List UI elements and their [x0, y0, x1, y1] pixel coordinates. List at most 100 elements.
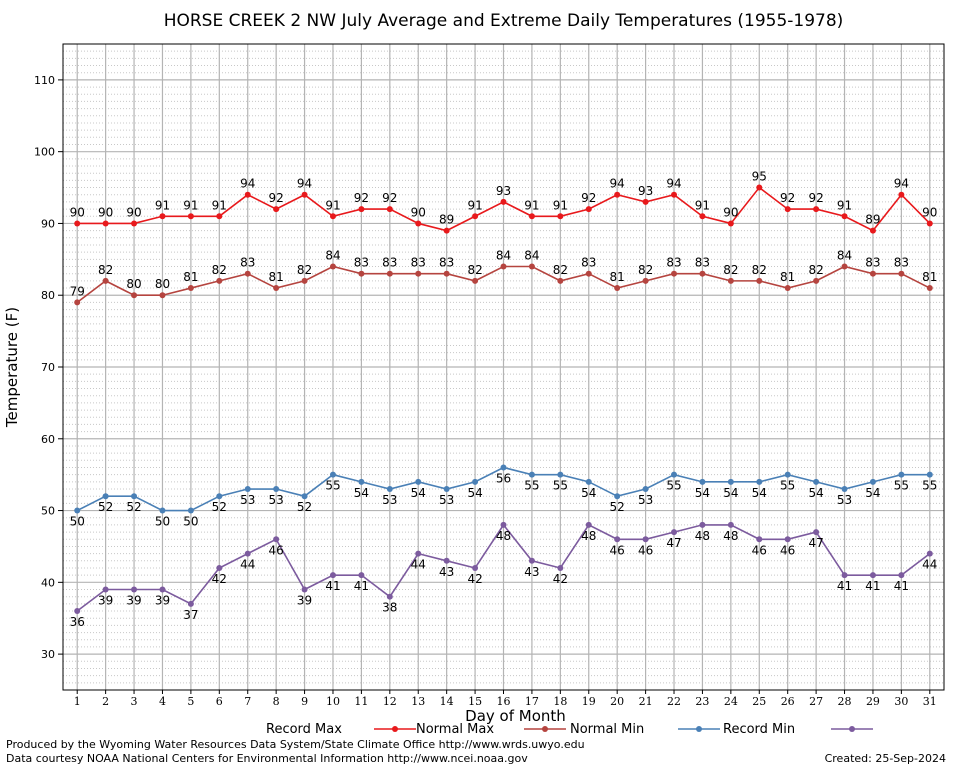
data-point [102, 586, 109, 593]
data-point [443, 557, 450, 564]
data-label: 55 [922, 479, 937, 493]
data-point [813, 277, 820, 284]
data-point [74, 507, 81, 514]
x-tick-label: 27 [809, 695, 823, 708]
data-label: 55 [553, 479, 568, 493]
data-point [841, 486, 848, 493]
data-point [358, 572, 365, 579]
data-label: 43 [439, 565, 454, 579]
data-label: 42 [212, 572, 227, 586]
data-point [585, 270, 592, 277]
data-label: 53 [269, 493, 284, 507]
x-tick-label: 3 [131, 695, 138, 708]
data-label: 91 [524, 198, 539, 212]
data-point [869, 478, 876, 485]
data-label: 90 [126, 205, 141, 219]
data-label: 84 [325, 249, 340, 263]
data-label: 39 [297, 594, 312, 608]
data-point [102, 220, 109, 227]
data-label: 50 [70, 515, 85, 529]
x-tick-label: 12 [383, 695, 397, 708]
data-point [841, 263, 848, 270]
data-label: 81 [269, 270, 284, 284]
series-normal-max: 79 82 80 80 81 82 83 81 82 84 83 83 83 83 82 84 84 82 83 81… [70, 249, 937, 306]
data-point [557, 564, 564, 571]
data-point [386, 270, 393, 277]
data-point [671, 191, 678, 198]
y-tick-label: 50 [41, 505, 55, 518]
y-tick-label: 40 [41, 576, 55, 589]
x-tick-label: 10 [326, 695, 340, 708]
data-label: 54 [695, 486, 710, 500]
data-point [74, 299, 81, 306]
data-point [898, 471, 905, 478]
x-tick-label: 5 [187, 695, 194, 708]
data-point [74, 220, 81, 227]
x-tick-label: 9 [301, 695, 308, 708]
data-point [926, 550, 933, 557]
data-label: 52 [610, 500, 625, 514]
data-label: 90 [70, 205, 85, 219]
data-label: 48 [496, 529, 511, 543]
y-tick-label: 30 [41, 648, 55, 661]
data-label: 41 [894, 579, 909, 593]
data-label: 82 [98, 263, 113, 277]
data-label: 91 [837, 198, 852, 212]
data-label: 91 [183, 198, 198, 212]
data-label: 94 [610, 177, 625, 191]
data-label: 41 [354, 579, 369, 593]
data-point [216, 213, 223, 220]
legend-label-normal-min: Normal Min [570, 722, 644, 737]
data-label: 81 [610, 270, 625, 284]
data-label: 83 [581, 256, 596, 270]
data-label: 52 [98, 500, 113, 514]
data-label: 44 [240, 558, 255, 572]
data-point [528, 471, 535, 478]
data-point [614, 493, 621, 500]
data-label: 81 [780, 270, 795, 284]
data-label: 91 [155, 198, 170, 212]
series-record-max: 90 90 90 91 91 91 94 92 94 91 92 92 90 89 91 93 91 91 92 94… [70, 170, 937, 234]
data-label: 54 [467, 486, 482, 500]
data-point [472, 478, 479, 485]
x-tick-label: 1 [74, 695, 81, 708]
data-label: 83 [865, 256, 880, 270]
data-point [131, 586, 138, 593]
data-point [159, 586, 166, 593]
legend-label-normal-max: Normal Max [416, 722, 494, 737]
data-label: 93 [496, 184, 511, 198]
x-tick-label: 14 [440, 695, 454, 708]
data-label: 46 [610, 543, 625, 557]
data-label: 92 [581, 191, 596, 205]
data-label: 52 [126, 500, 141, 514]
data-point [358, 478, 365, 485]
data-label: 82 [808, 263, 823, 277]
data-point [671, 471, 678, 478]
data-label: 89 [865, 213, 880, 227]
data-label: 92 [382, 191, 397, 205]
data-label: 82 [467, 263, 482, 277]
legend-swatch-marker [696, 726, 702, 732]
data-point [415, 270, 422, 277]
legend-swatch-marker [542, 726, 548, 732]
data-label: 39 [98, 594, 113, 608]
data-point [756, 536, 763, 543]
data-label: 38 [382, 601, 397, 615]
data-point [500, 521, 507, 528]
data-point [244, 191, 251, 198]
x-tick-label: 7 [244, 695, 251, 708]
data-point [131, 493, 138, 500]
data-label: 44 [922, 558, 937, 572]
grid-lines [63, 43, 944, 691]
data-label: 53 [638, 493, 653, 507]
data-point [131, 292, 138, 299]
x-tick-label: 26 [781, 695, 795, 708]
data-label: 53 [837, 493, 852, 507]
data-label: 83 [382, 256, 397, 270]
data-point [329, 572, 336, 579]
data-point [244, 270, 251, 277]
data-label: 84 [837, 249, 852, 263]
data-label: 91 [325, 198, 340, 212]
data-label: 54 [865, 486, 880, 500]
data-label: 83 [354, 256, 369, 270]
